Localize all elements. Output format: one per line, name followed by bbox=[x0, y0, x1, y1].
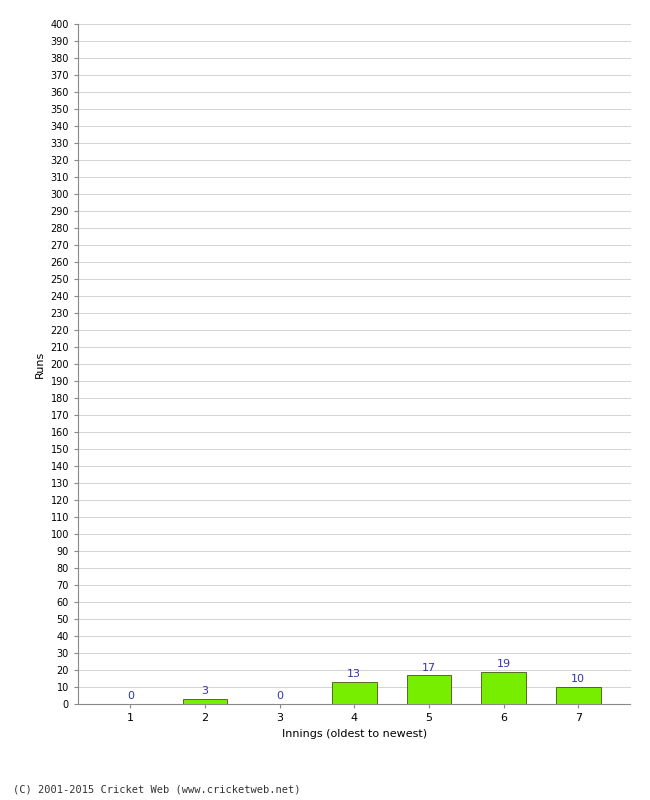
Text: (C) 2001-2015 Cricket Web (www.cricketweb.net): (C) 2001-2015 Cricket Web (www.cricketwe… bbox=[13, 784, 300, 794]
Text: 10: 10 bbox=[571, 674, 585, 685]
Y-axis label: Runs: Runs bbox=[35, 350, 45, 378]
Text: 19: 19 bbox=[497, 659, 511, 669]
Text: 17: 17 bbox=[422, 662, 436, 673]
Text: 13: 13 bbox=[347, 670, 361, 679]
Bar bbox=[481, 672, 526, 704]
Bar bbox=[183, 699, 227, 704]
Bar bbox=[556, 687, 601, 704]
X-axis label: Innings (oldest to newest): Innings (oldest to newest) bbox=[281, 729, 427, 738]
Text: 0: 0 bbox=[127, 691, 134, 702]
Bar bbox=[406, 675, 451, 704]
Text: 3: 3 bbox=[202, 686, 209, 696]
Text: 0: 0 bbox=[276, 691, 283, 702]
Bar bbox=[332, 682, 376, 704]
